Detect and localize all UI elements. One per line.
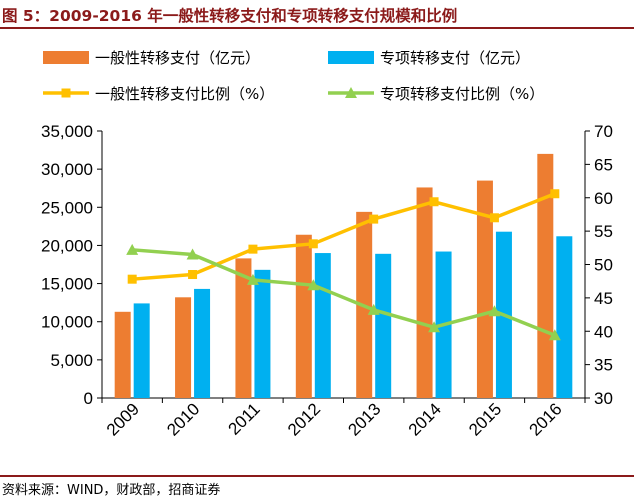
y-right-tick-label: 55 xyxy=(594,222,613,241)
legend-label-special-line: 专项转移支付比例（%） xyxy=(380,85,544,103)
point-special-ratio xyxy=(126,243,139,255)
point-general-ratio xyxy=(369,214,379,224)
point-special-ratio xyxy=(246,273,259,285)
x-tick-label: 2016 xyxy=(525,399,565,439)
x-tick-label: 2009 xyxy=(103,399,143,439)
x-tick-label: 2011 xyxy=(224,399,263,438)
y-right-tick-label: 40 xyxy=(594,322,613,341)
footer-divider xyxy=(0,475,634,477)
bar-general-transfer xyxy=(476,180,493,398)
point-general-ratio xyxy=(489,213,499,223)
y-left-tick-label: 5,000 xyxy=(50,351,93,370)
bar-special-transfer xyxy=(556,236,573,398)
x-tick-label: 2014 xyxy=(405,399,445,439)
y-left-tick-label: 35,000 xyxy=(41,122,93,141)
point-general-ratio xyxy=(188,270,198,280)
y-right-tick-label: 35 xyxy=(594,356,613,375)
chart-title: 图 5：2009-2016 年一般性转移支付和专项转移支付规模和比例 xyxy=(2,7,458,25)
point-general-ratio xyxy=(248,244,258,254)
x-tick-label: 2012 xyxy=(284,399,324,439)
title-divider xyxy=(0,27,634,29)
bar-general-transfer xyxy=(114,311,131,398)
point-special-ratio xyxy=(428,321,441,333)
bar-special-transfer xyxy=(254,269,271,398)
bar-special-transfer xyxy=(375,253,392,398)
bar-general-transfer xyxy=(416,187,433,398)
y-right-tick-label: 30 xyxy=(594,389,613,408)
bar-special-transfer xyxy=(314,253,331,398)
point-special-ratio xyxy=(307,279,320,291)
legend: 一般性转移支付（亿元） 专项转移支付（亿元） 一般性转移支付比例（%） 专项转移支付比… xyxy=(43,49,544,103)
point-general-ratio xyxy=(308,239,318,249)
y-left-tick-label: 20,000 xyxy=(41,236,93,255)
point-general-ratio xyxy=(127,274,137,284)
bar-general-transfer xyxy=(537,153,554,398)
y-left-tick-label: 30,000 xyxy=(41,160,93,179)
point-special-ratio xyxy=(548,329,561,341)
source-note: 资料来源：WIND，财政部，招商证券 xyxy=(2,483,221,498)
x-tick-label: 2010 xyxy=(163,399,203,439)
line-general-ratio xyxy=(132,192,556,281)
point-general-ratio xyxy=(429,197,439,207)
y-left-tick-label: 25,000 xyxy=(41,198,93,217)
point-general-ratio xyxy=(550,189,560,199)
legend-marker-special-line xyxy=(345,87,357,98)
y-right-tick-label: 60 xyxy=(594,189,613,208)
y-left-tick-label: 0 xyxy=(84,389,93,408)
y-left-tick-label: 15,000 xyxy=(41,275,93,294)
bar-special-transfer xyxy=(133,303,150,398)
legend-label-general-bar: 一般性转移支付（亿元） xyxy=(95,49,260,67)
point-special-ratio xyxy=(488,305,501,317)
x-tick-label: 2013 xyxy=(344,399,384,439)
legend-marker-general-line xyxy=(61,88,71,98)
y-right-tick-label: 70 xyxy=(594,122,613,141)
y-right-tick-label: 65 xyxy=(594,155,613,174)
y-left-tick-label: 10,000 xyxy=(41,313,93,332)
bar-general-transfer xyxy=(295,234,312,398)
bar-general-transfer xyxy=(235,258,252,398)
bar-general-transfer xyxy=(175,297,192,398)
legend-label-general-line: 一般性转移支付比例（%） xyxy=(95,85,274,103)
y-right-tick-label: 50 xyxy=(594,256,613,275)
x-tick-label: 2015 xyxy=(465,399,505,439)
point-special-ratio xyxy=(367,303,380,315)
line-special-ratio xyxy=(132,248,556,337)
bar-special-transfer xyxy=(194,288,211,398)
y-right-tick-label: 45 xyxy=(594,289,613,308)
legend-swatch-special-bar xyxy=(328,51,374,64)
legend-swatch-general-bar xyxy=(43,51,89,64)
legend-label-special-bar: 专项转移支付（亿元） xyxy=(380,49,530,67)
plot-area: 0 5,000 10,000 15,000 20,000 25,000 30,000 35,0… xyxy=(41,122,613,440)
point-special-ratio xyxy=(186,248,199,260)
